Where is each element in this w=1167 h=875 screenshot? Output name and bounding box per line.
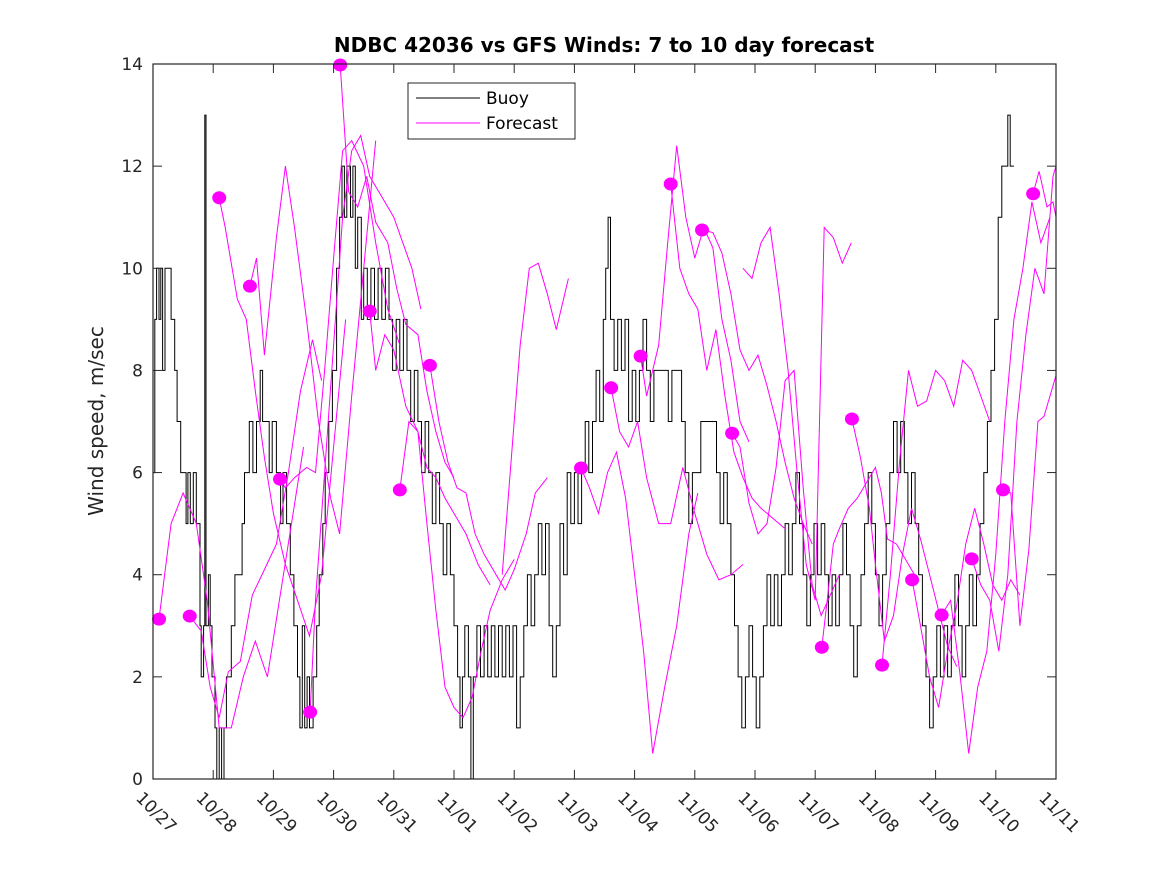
forecast-start-marker — [875, 658, 890, 672]
y-tick-label: 10 — [121, 259, 143, 279]
forecast-start-marker — [725, 426, 740, 440]
forecast-start-marker — [242, 279, 257, 293]
forecast-line — [339, 64, 455, 478]
y-tick-label: 4 — [132, 566, 143, 586]
legend-label-buoy: Buoy — [486, 89, 529, 109]
forecast-line — [279, 139, 401, 489]
forecast-start-marker — [422, 358, 437, 372]
buoy-series — [153, 114, 1014, 779]
forecast-start-marker — [814, 640, 829, 654]
forecast-line — [369, 311, 491, 586]
forecast-start-marker — [1026, 187, 1041, 201]
forecast-line — [742, 225, 852, 601]
y-tick-label: 8 — [132, 361, 143, 381]
y-tick-label: 2 — [132, 668, 143, 688]
forecast-series — [158, 64, 1056, 754]
forecast-line — [881, 359, 991, 666]
forecast-line — [580, 450, 699, 754]
forecast-start-marker — [695, 223, 710, 237]
y-tick-label: 12 — [121, 157, 143, 177]
forecast-line — [189, 339, 323, 718]
forecast-line — [941, 201, 1051, 754]
forecast-line — [731, 369, 840, 618]
forecast-line — [821, 466, 915, 648]
forecast-line — [1002, 375, 1056, 626]
forecast-start-marker — [604, 381, 619, 395]
forecast-line — [971, 165, 1056, 652]
forecast-start-marker — [844, 412, 859, 426]
y-tick-label: 0 — [132, 770, 143, 790]
forecast-start-marker — [182, 609, 197, 623]
forecast-line — [429, 365, 548, 592]
forecast-start-marker — [273, 472, 288, 486]
y-tick-label: 6 — [132, 464, 143, 484]
forecast-line — [158, 446, 304, 729]
forecast-line — [640, 145, 750, 443]
forecast-line — [399, 420, 515, 719]
forecast-start-marker — [574, 461, 589, 475]
forecast-start-marker — [964, 552, 979, 566]
forecast-start-marker — [152, 612, 167, 626]
chart-title: NDBC 42036 vs GFS Winds: 7 to 10 day for… — [334, 33, 875, 57]
forecast-start-marker — [633, 349, 648, 363]
legend-box — [407, 82, 576, 140]
forecast-start-marker — [934, 608, 949, 622]
plot-area — [153, 64, 1056, 779]
forecast-start-marker — [212, 191, 227, 205]
forecast-line — [911, 508, 1021, 708]
legend-label-forecast: Forecast — [486, 114, 558, 134]
forecast-line — [1032, 171, 1056, 218]
forecast-start-marker — [663, 177, 678, 191]
forecast-start-marker — [905, 573, 920, 587]
legend: Buoy Forecast — [407, 82, 576, 140]
forecast-start-marker — [303, 705, 318, 719]
y-axis-label: Wind speed, m/sec — [84, 326, 108, 516]
buoy-line — [153, 114, 1014, 779]
axes-box — [152, 63, 1057, 780]
forecast-markers — [152, 58, 1041, 719]
forecast-start-marker — [392, 483, 407, 497]
forecast-start-marker — [333, 58, 348, 72]
forecast-line — [610, 387, 744, 581]
forecast-line — [670, 183, 786, 530]
forecast-line — [218, 197, 347, 638]
y-tick-label: 14 — [121, 55, 143, 75]
forecast-line — [249, 140, 377, 535]
forecast-line — [309, 134, 422, 713]
forecast-start-marker — [996, 483, 1011, 497]
y-axis: 0 2 4 6 8 10 12 14 — [121, 55, 1056, 790]
forecast-line — [701, 229, 813, 545]
forecast-line — [501, 262, 569, 575]
forecast-start-marker — [362, 304, 377, 318]
